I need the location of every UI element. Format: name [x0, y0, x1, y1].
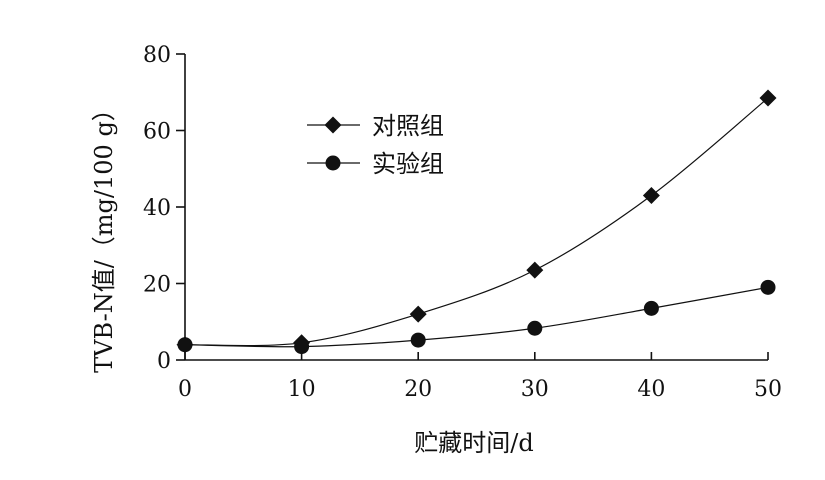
series-line-1	[184, 286, 769, 348]
x-tick-label: 50	[754, 377, 782, 402]
data-point-circle	[527, 320, 543, 336]
legend: 对照组 实验组	[307, 112, 444, 178]
data-point-circle	[643, 300, 659, 316]
y-axis-title: TVB-N值/（mg/100 g）	[90, 97, 118, 373]
data-point-diamond	[526, 261, 544, 279]
legend-diamond-marker	[324, 116, 342, 134]
data-point-diamond	[409, 305, 427, 323]
series-line-0	[184, 97, 769, 347]
y-tick-label: 20	[143, 273, 171, 298]
x-tick-label: 10	[288, 377, 316, 402]
x-tick-label: 20	[404, 377, 432, 402]
series-layer	[176, 89, 777, 355]
legend-circle-marker	[325, 155, 341, 171]
y-tick-label: 80	[143, 43, 171, 68]
y-tick-label: 60	[143, 120, 171, 145]
y-tick-label: 40	[143, 196, 171, 221]
data-point-diamond	[642, 187, 660, 205]
data-point-circle	[294, 339, 310, 355]
y-axis-ticks: 0 20 40 60 80	[143, 43, 185, 374]
legend-label-control: 对照组	[372, 112, 444, 140]
legend-label-experiment: 实验组	[372, 150, 444, 178]
x-tick-label: 30	[521, 377, 549, 402]
x-axis-title: 贮藏时间/d	[414, 429, 533, 457]
x-axis-ticks: 0 10 20 30 40 50	[178, 352, 782, 402]
data-point-circle	[760, 279, 776, 295]
x-tick-label: 0	[178, 377, 192, 402]
data-point-diamond	[759, 89, 777, 107]
y-tick-label: 0	[157, 349, 171, 374]
data-point-circle	[410, 332, 426, 348]
x-tick-label: 40	[637, 377, 665, 402]
data-point-circle	[177, 337, 193, 353]
